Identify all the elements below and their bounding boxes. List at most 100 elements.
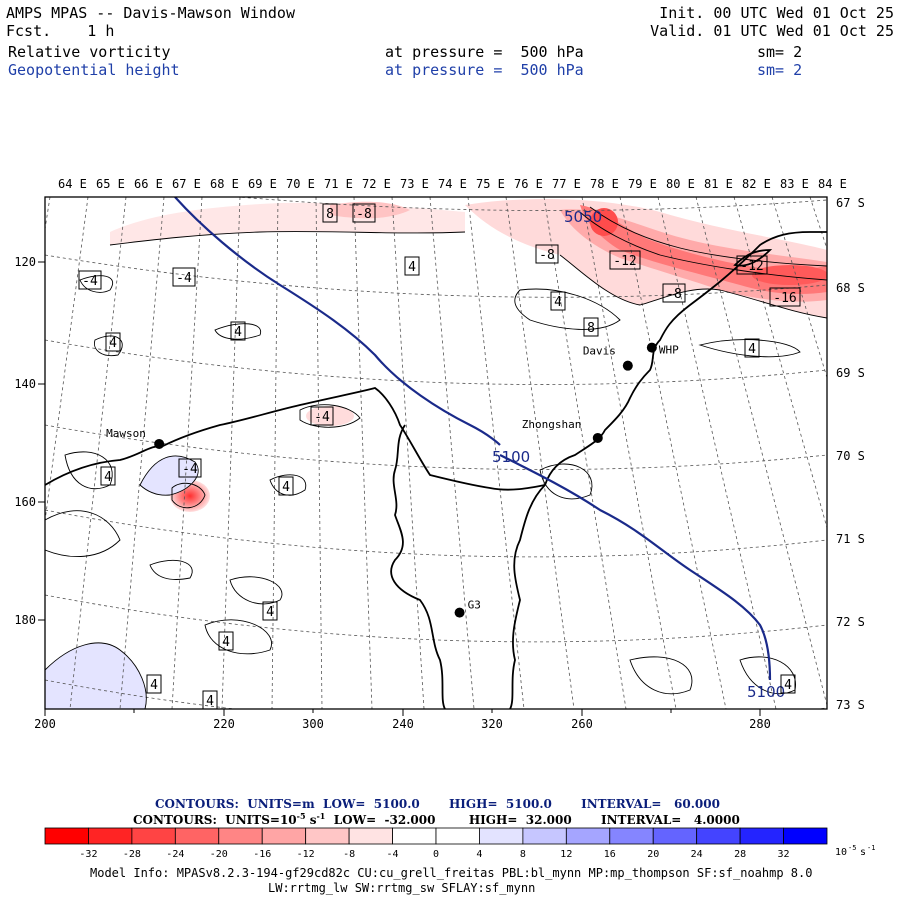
unit-exp: -5 — [848, 844, 856, 852]
lon-label: 73 E — [400, 177, 429, 191]
station-dot-g3 — [454, 607, 465, 618]
vorticity-label: 4 — [150, 678, 158, 693]
vorticity-label: -16 — [773, 291, 796, 306]
low-value: LOW= 5100.0 — [323, 797, 420, 811]
plot-title: AMPS MPAS -- Davis-Mawson Window — [6, 4, 295, 22]
lat-label: 67 S — [836, 196, 865, 210]
colorbar-box — [783, 827, 828, 845]
vorticity-label: 4 — [266, 605, 274, 620]
lon-label: 80 E — [666, 177, 695, 191]
colorbar-label: -32 — [79, 849, 97, 860]
field2-name: Geopotential height — [8, 61, 180, 79]
vorticity-label-box — [172, 267, 196, 287]
vorticity-label: 4 — [109, 336, 117, 351]
x-tick-label: 300 — [302, 717, 324, 731]
colorbar-boxes — [44, 827, 828, 845]
colorbar-label: -16 — [253, 849, 271, 860]
vorticity-label-box — [352, 203, 376, 223]
x-tick-label: 200 — [34, 717, 56, 731]
vorticity-label: -8 — [539, 248, 555, 263]
height-contour-labels: 5100 5100 5050 — [492, 208, 785, 701]
colorbar-label: 4 — [476, 849, 482, 860]
lon-label: 69 E — [248, 177, 277, 191]
vorticity-label-box — [404, 256, 420, 276]
vorticity-label-box — [100, 466, 116, 486]
colorbar-box — [218, 827, 263, 845]
height-label: 5100 — [747, 683, 785, 701]
colorbar-labels: -32 -28 -24 -20 -16 -12 -8 -4 0 4 8 12 16 20 24 28 32 — [79, 849, 789, 860]
lon-label: 76 E — [514, 177, 543, 191]
vorticity-label: 4 — [234, 325, 242, 340]
station-label-davis: Davis — [583, 345, 616, 358]
colorbar-box — [392, 827, 437, 845]
units-label: UNITS=10-5 s-1 — [225, 811, 326, 827]
top-longitude-labels: 64 E 65 E 66 E 67 E 68 E 69 E 70 E 71 E … — [58, 177, 847, 191]
vorticity-shading — [45, 198, 827, 709]
interval-value: INTERVAL= 4.0000 — [600, 813, 740, 827]
vorticity-label-box — [535, 244, 559, 264]
bottom-axis-ticks — [44, 709, 761, 716]
vorticity-label: -8 — [666, 287, 682, 302]
height-legend-line: CONTOURS: UNITS=m LOW= 5100.0 HIGH= 5100… — [155, 797, 720, 811]
colorbar-box — [88, 827, 133, 845]
colorbar-box — [479, 827, 524, 845]
vorticity-label: -4 — [82, 274, 98, 289]
vorticity-label: 8 — [587, 321, 595, 336]
colorbar-label: 32 — [778, 849, 790, 860]
field2-level: at pressure = 500 hPa — [385, 61, 584, 79]
colorbar-box — [696, 827, 741, 845]
lat-label: 69 S — [836, 366, 865, 380]
lon-label: 72 E — [362, 177, 391, 191]
unit-s: s — [860, 847, 866, 858]
lon-label: 84 E — [818, 177, 847, 191]
x-tick-label: 280 — [749, 717, 771, 731]
right-latitude-labels: 67 S 68 S 69 S 70 S 71 S 72 S 73 S — [836, 196, 865, 712]
colorbar-label: -24 — [166, 849, 184, 860]
colorbar-box — [174, 827, 220, 845]
vorticity-legend-line: CONTOURS: UNITS=10-5 s-1 LOW= -32.000 HI… — [133, 811, 740, 827]
vorticity-label-box — [105, 332, 121, 352]
colorbar-box — [739, 827, 784, 845]
station-dot-zhongshan — [592, 432, 603, 443]
vorticity-label-box — [262, 601, 278, 621]
colorbar-box — [609, 827, 654, 845]
lon-label: 74 E — [438, 177, 467, 191]
vorticity-label-box — [310, 406, 334, 426]
station-dot-davis — [622, 360, 633, 371]
vorticity-label: -4 — [314, 410, 330, 425]
lon-label: 64 E — [58, 177, 87, 191]
colorbar-label: 12 — [560, 849, 572, 860]
vorticity-label-box — [218, 631, 234, 651]
field1-smoothing: sm= 2 — [757, 43, 803, 61]
colorbar-label: 24 — [691, 849, 703, 860]
lon-label: 65 E — [96, 177, 125, 191]
colorbar-label: -4 — [387, 849, 399, 860]
height-label: 5050 — [564, 208, 602, 226]
field2-smoothing: sm= 2 — [757, 61, 803, 79]
station-markers: Mawson Davis WHP Zhongshan G3 — [106, 342, 679, 618]
low-value: LOW= -32.000 — [333, 813, 436, 827]
vorticity-label-box — [550, 291, 566, 311]
map-area — [45, 197, 827, 709]
lat-label: 73 S — [836, 698, 865, 712]
colorbar-box — [565, 827, 611, 845]
vorticity-label: 8 — [326, 207, 334, 222]
vorticity-label-box — [583, 317, 599, 337]
lat-label: 68 S — [836, 281, 865, 295]
unit-base: 10 — [835, 847, 847, 858]
vorticity-label: 4 — [784, 678, 792, 693]
lon-label: 71 E — [324, 177, 353, 191]
vorticity-contour-labels: -8 -4 -4 4 4 4 -4 -4 4 4 4 4 -8 4 8 -12 -8 -12 -16 4 4 4 8 4 — [78, 203, 801, 710]
lat-label: 70 S — [836, 449, 865, 463]
x-tick-label: 240 — [392, 717, 414, 731]
high-value: HIGH= 32.000 — [468, 813, 572, 827]
station-label-whp: WHP — [659, 344, 679, 357]
lat-label: 72 S — [836, 615, 865, 629]
coastline — [45, 231, 827, 709]
lon-label: 68 E — [210, 177, 239, 191]
forecast-hour: Fcst. 1 h — [6, 22, 115, 40]
vorticity-label: 4 — [104, 470, 112, 485]
colorbar-box — [522, 827, 567, 845]
lon-label: 75 E — [476, 177, 505, 191]
vorticity-label: -4 — [176, 271, 192, 286]
